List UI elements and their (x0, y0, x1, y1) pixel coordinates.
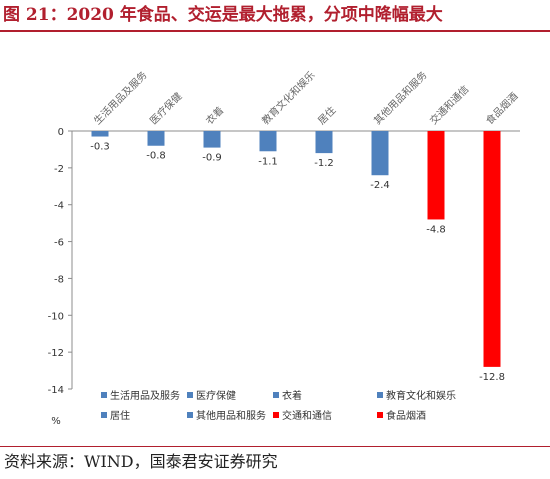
legend-swatch (101, 412, 107, 418)
source-note: 资料来源：WIND，国泰君安证券研究 (4, 452, 278, 471)
bar-value-label: -12.8 (479, 372, 505, 383)
bar-chart: 0 -2 -4 -6 -8 -10 -12 -14% -0.3 -0.8 -0.9 -1.1 -1.2… (48, 68, 521, 427)
category-label: 食品烟酒 (483, 90, 520, 127)
category-label: 衣着 (203, 104, 226, 127)
y-tick-label: -12 (48, 348, 64, 359)
y-unit-label: % (51, 416, 61, 427)
legend-label: 其他用品和服务 (196, 409, 266, 422)
legend-label: 交通和通信 (282, 409, 332, 422)
category-label: 医疗保健 (147, 90, 184, 127)
bar (315, 131, 333, 154)
bar (427, 131, 445, 220)
bar (371, 131, 389, 176)
y-tick-label: -10 (48, 311, 64, 322)
bar (203, 131, 221, 148)
y-axis: 0 -2 -4 -6 -8 -10 -12 -14% (48, 127, 520, 427)
category-label: 教育文化和娱乐 (259, 68, 318, 127)
y-tick-label: 0 (58, 127, 64, 138)
legend-swatch (101, 392, 107, 398)
legend-swatch (273, 412, 279, 418)
legend-label: 生活用品及服务 (110, 389, 180, 402)
legend-swatch (187, 392, 193, 398)
legend-swatch (273, 392, 279, 398)
legend-swatch (187, 412, 193, 418)
category-label: 其他用品和服务 (371, 68, 430, 127)
bar-value-label: -0.8 (146, 151, 166, 162)
bar (483, 131, 501, 367)
legend-label: 医疗保健 (196, 389, 236, 402)
category-label: 居住 (315, 104, 338, 127)
legend-swatch (377, 412, 383, 418)
legend-swatch (377, 392, 383, 398)
legend-label: 食品烟酒 (386, 409, 426, 422)
bar-value-label: -2.4 (370, 180, 390, 191)
bar (259, 131, 277, 152)
source-divider (0, 446, 550, 447)
bar-value-label: -0.3 (90, 142, 110, 153)
bar-value-label: -0.9 (202, 153, 222, 164)
category-label: 生活用品及服务 (91, 68, 150, 127)
bar-value-label: -1.1 (258, 156, 278, 167)
figure-title: 图 21：2020 年食品、交运是最大拖累，分项中降幅最大 (3, 5, 443, 25)
legend-label: 居住 (110, 409, 130, 422)
bar-value-label: -1.2 (314, 158, 334, 169)
bar (147, 131, 165, 146)
legend-label: 教育文化和娱乐 (386, 389, 456, 402)
category-label: 交通和通信 (427, 83, 472, 128)
legend-label: 衣着 (282, 389, 302, 402)
bar (91, 131, 109, 137)
bar-series: -0.3 -0.8 -0.9 -1.1 -1.2 -2.4 -4.8 -12.8 (90, 131, 505, 383)
y-tick-label: -4 (54, 201, 64, 212)
y-tick-label: -2 (54, 164, 64, 175)
y-tick-label: -8 (54, 274, 64, 285)
bar-value-label: -4.8 (426, 224, 446, 235)
y-tick-label: -6 (54, 238, 64, 249)
title-divider (0, 30, 550, 32)
y-tick-label: -14 (48, 385, 64, 396)
